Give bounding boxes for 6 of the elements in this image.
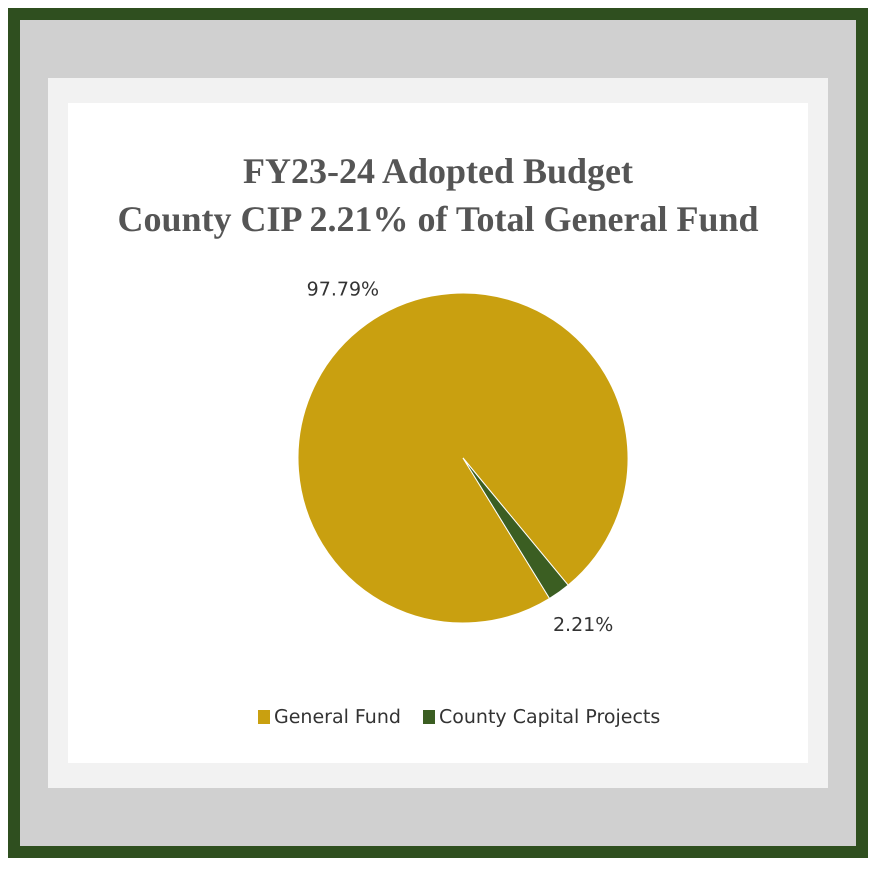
legend-label: County Capital Projects: [439, 706, 660, 728]
data-label: 97.79%: [306, 278, 380, 301]
pie-slice: [462, 458, 569, 599]
legend-label: General Fund: [274, 706, 401, 728]
data-label: 2.21%: [552, 614, 614, 636]
chart-title: FY23-24 Adopted Budget County CIP 2.21% of Total General Fund: [117, 151, 759, 239]
